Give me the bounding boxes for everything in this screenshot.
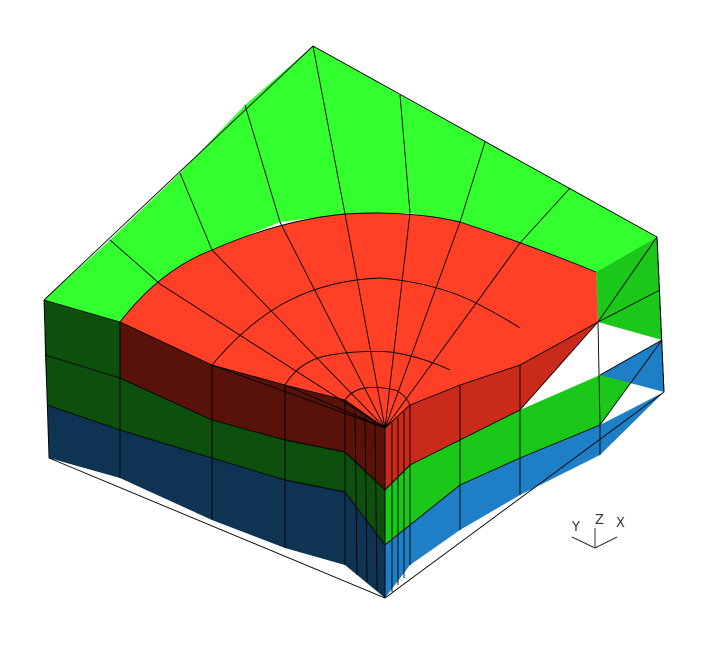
right-bottom-layer-blue xyxy=(385,340,664,598)
y-axis-label: Y xyxy=(571,520,580,535)
right-mid-layer-green xyxy=(385,290,662,545)
mesh-lines xyxy=(43,45,665,599)
x-axis-label: X xyxy=(616,516,625,531)
z-axis-label: Z xyxy=(595,513,604,528)
red-top-face xyxy=(120,213,598,428)
left-side-face xyxy=(44,300,385,598)
top-green-face xyxy=(44,46,657,322)
red-side-right xyxy=(385,272,598,490)
left-top-layer-green xyxy=(44,300,120,378)
axis-triad: Y Z X xyxy=(571,513,625,549)
left-bottom-layer-blue xyxy=(47,405,385,598)
red-side-left xyxy=(120,322,385,490)
